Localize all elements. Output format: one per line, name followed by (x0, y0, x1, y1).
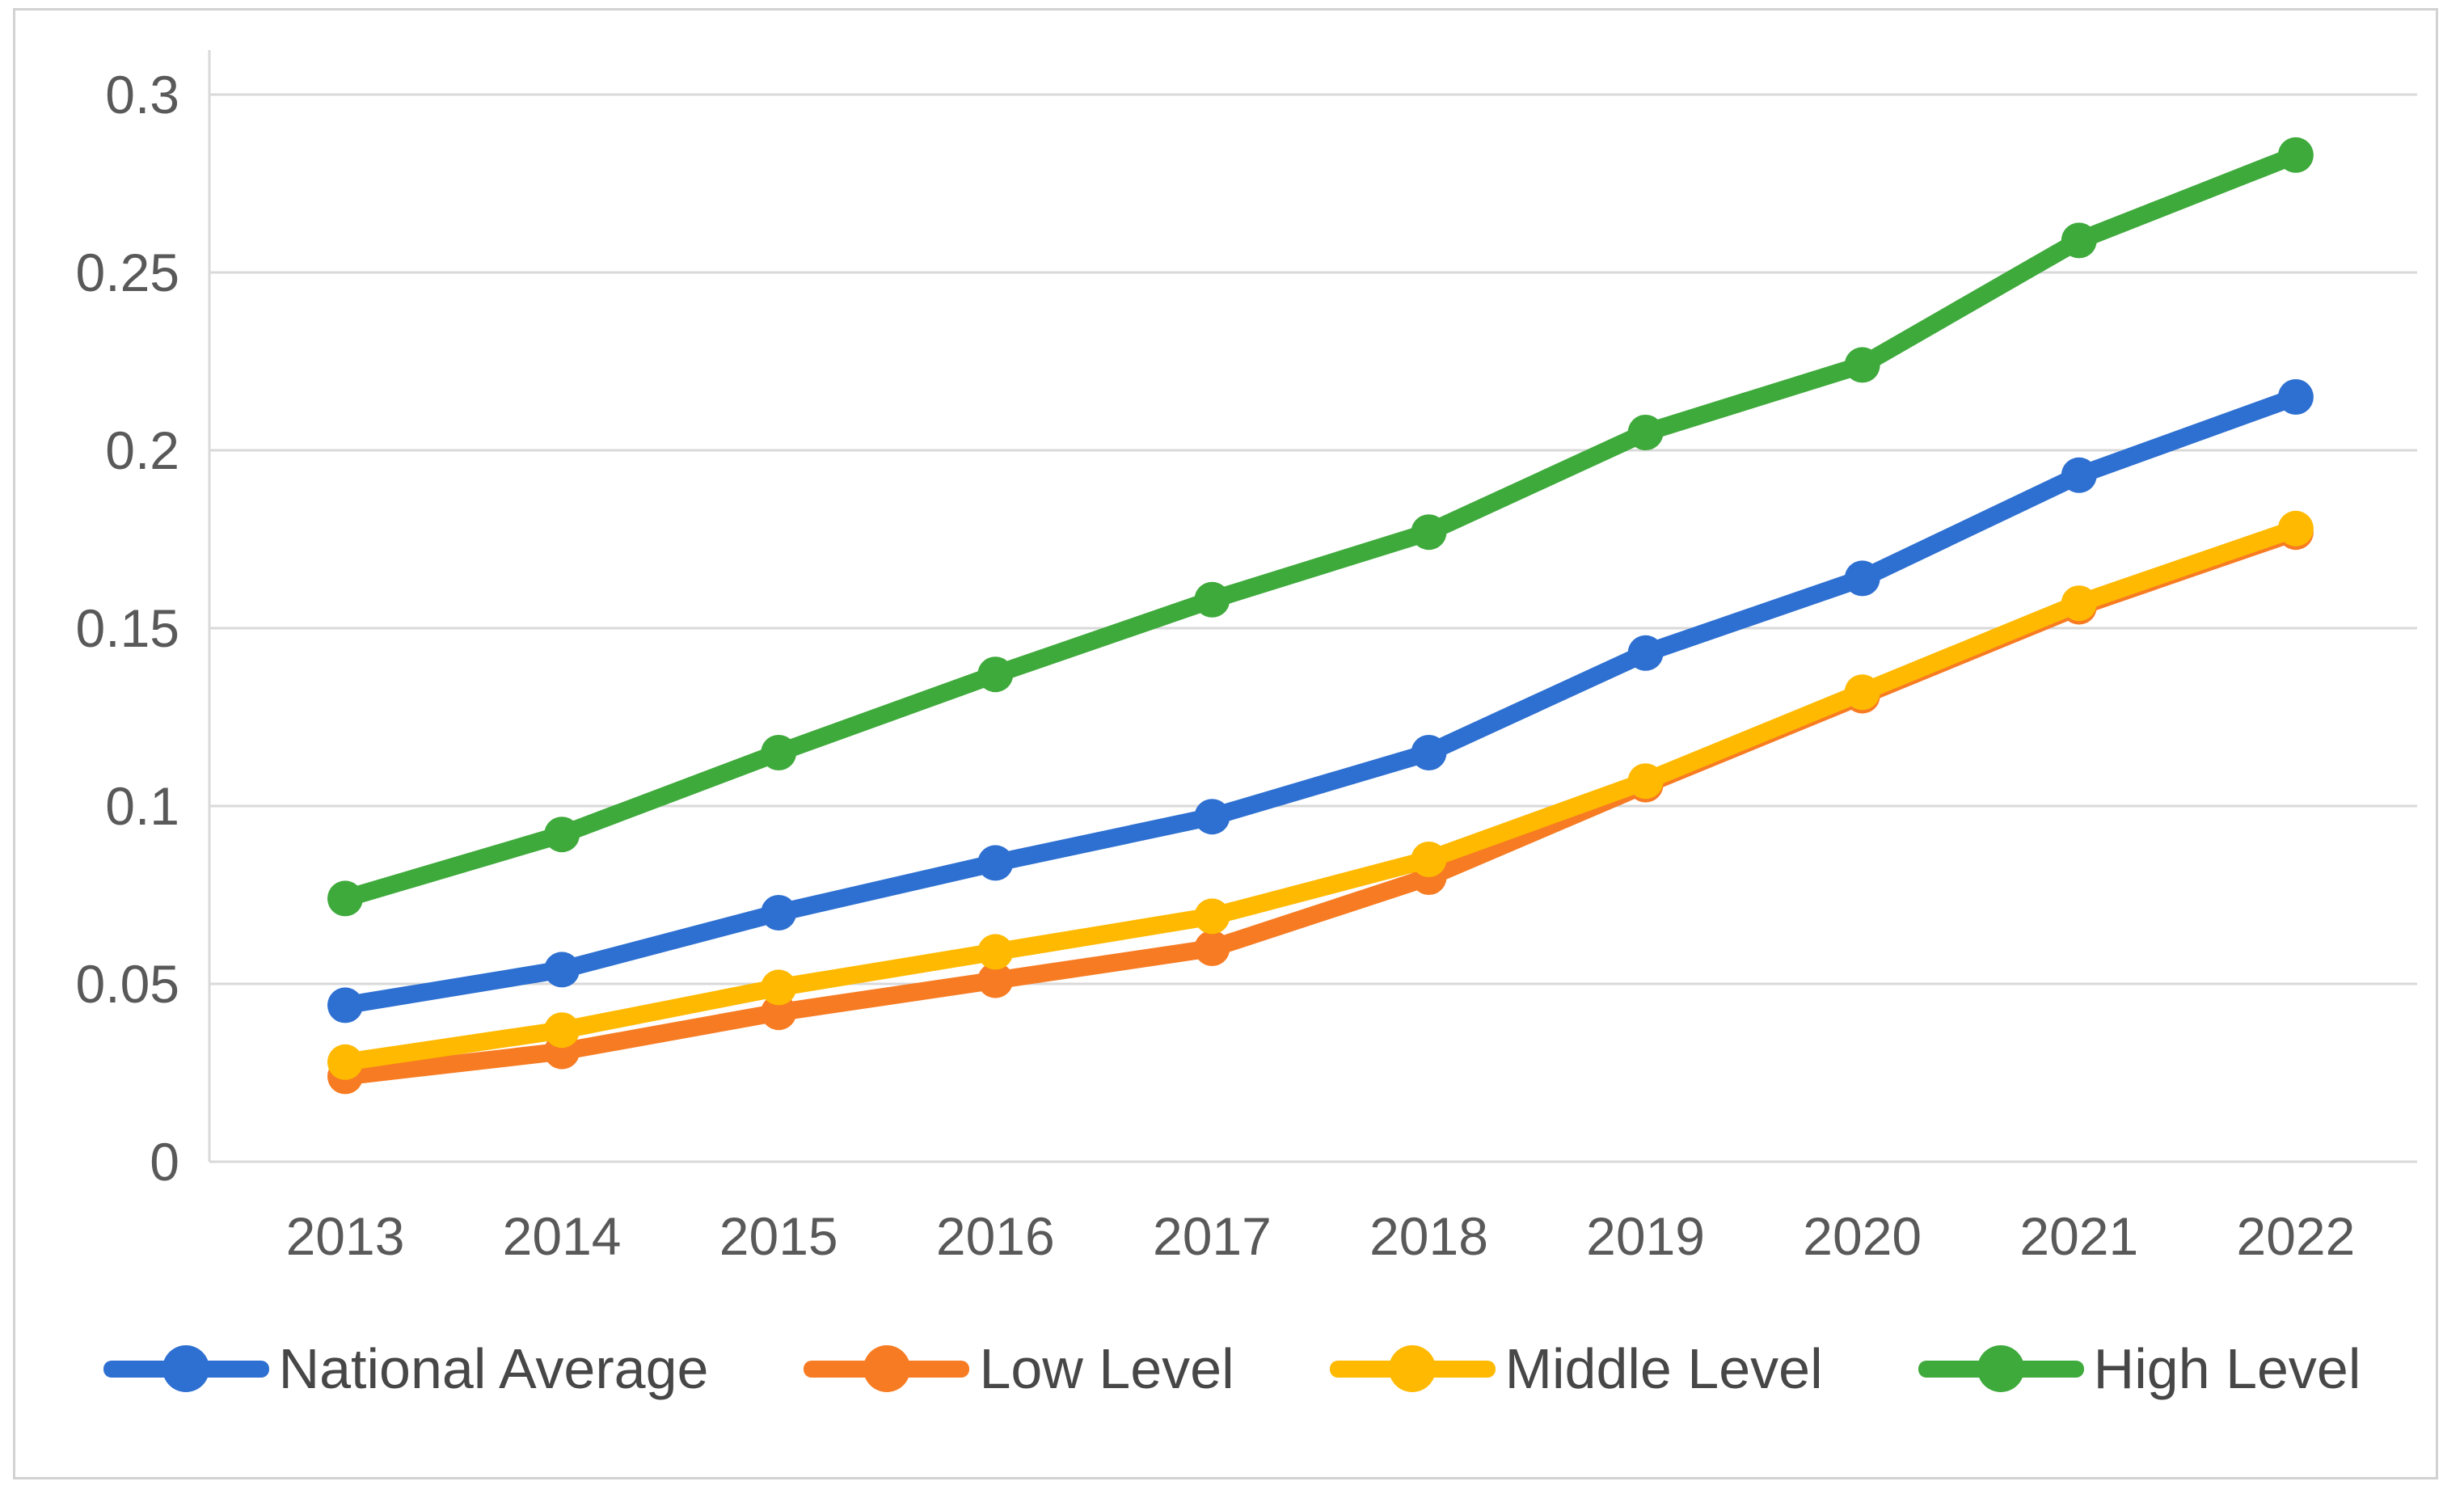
legend-line-marker-icon (103, 1345, 269, 1392)
y-tick-label: 0.3 (105, 65, 179, 124)
y-tick-label: 0.25 (76, 243, 179, 302)
data-point-marker-national-average (977, 845, 1014, 881)
y-tick-label: 0.2 (105, 420, 179, 480)
x-tick-label: 2016 (936, 1206, 1055, 1266)
x-tick-label: 2021 (2019, 1206, 2138, 1266)
x-tick-label: 2013 (286, 1206, 405, 1266)
data-point-marker-national-average (327, 987, 363, 1023)
legend-label: Middle Level (1504, 1337, 1823, 1400)
data-point-marker-low-level (977, 962, 1014, 998)
legend-circle-marker-icon (1389, 1345, 1437, 1392)
legend-label: High Level (2093, 1337, 2361, 1400)
x-tick-label: 2015 (719, 1206, 838, 1266)
legend-line-marker-icon (1329, 1345, 1496, 1392)
y-tick-label: 0.05 (76, 954, 179, 1014)
data-point-marker-national-average (761, 895, 797, 931)
x-tick-label: 2019 (1586, 1206, 1705, 1266)
legend-item-low-level: Low Level (804, 1340, 1234, 1397)
data-point-marker-national-average (544, 952, 580, 988)
data-point-marker-national-average (1411, 735, 1447, 770)
data-point-marker-middle-level (544, 1012, 580, 1049)
chart-frame-border (13, 8, 2438, 1479)
x-tick-label: 2020 (1803, 1206, 1922, 1266)
legend-item-high-level: High Level (1918, 1340, 2361, 1397)
legend-circle-marker-icon (162, 1345, 210, 1392)
legend-item-middle-level: Middle Level (1329, 1337, 1823, 1400)
data-point-marker-national-average (2277, 379, 2314, 415)
data-point-marker-high-level (1627, 415, 1664, 450)
data-point-marker-low-level (1194, 931, 1230, 966)
data-point-marker-national-average (1844, 560, 1880, 597)
x-axis-labels: 2013 2014 2015 2016 2017 2018 2019 2020 2021 2022 (286, 1206, 2356, 1266)
legend-label: Low Level (979, 1337, 1234, 1400)
legend-line-marker-icon (804, 1345, 970, 1392)
series-lines (327, 137, 2314, 1095)
data-point-marker-high-level (2061, 222, 2097, 259)
y-axis-labels: 0 0.05 0.1 0.15 0.2 0.25 0.3 (76, 65, 179, 1192)
legend-label: National Average (278, 1337, 709, 1400)
legend-circle-marker-icon (1977, 1345, 2025, 1392)
y-tick-label: 0 (150, 1132, 179, 1192)
data-point-marker-middle-level (2277, 510, 2314, 547)
data-point-marker-national-average (1627, 635, 1664, 671)
data-point-marker-middle-level (977, 934, 1014, 970)
x-tick-label: 2022 (2236, 1206, 2355, 1266)
data-point-marker-middle-level (1194, 898, 1230, 935)
data-point-marker-middle-level (1627, 763, 1664, 800)
data-point-marker-middle-level (1844, 674, 1880, 711)
data-point-marker-middle-level (2061, 585, 2097, 622)
x-tick-label: 2017 (1153, 1206, 1272, 1266)
gridlines (209, 93, 2417, 1163)
series-line-middle-level (336, 519, 2305, 1071)
data-point-marker-high-level (327, 880, 363, 917)
data-point-marker-middle-level (327, 1044, 363, 1080)
data-point-marker-high-level (2277, 137, 2314, 173)
data-point-marker-national-average (1194, 799, 1230, 835)
series-line-high-level (336, 146, 2305, 908)
data-point-marker-high-level (1411, 514, 1447, 551)
y-tick-label: 0.1 (105, 776, 179, 836)
y-tick-label: 0.15 (76, 598, 179, 658)
x-tick-label: 2014 (503, 1206, 622, 1266)
legend: National Average Low Level Middle Level … (0, 1316, 2464, 1421)
data-point-marker-middle-level (761, 969, 797, 1006)
data-point-marker-high-level (544, 817, 580, 853)
data-point-marker-high-level (761, 735, 797, 770)
legend-circle-marker-icon (863, 1345, 910, 1392)
data-point-marker-high-level (1844, 347, 1880, 383)
data-point-marker-high-level (977, 656, 1014, 693)
x-tick-label: 2018 (1369, 1206, 1488, 1266)
legend-line-marker-icon (1918, 1345, 2084, 1392)
data-point-marker-high-level (1194, 581, 1230, 618)
data-point-marker-low-level (761, 994, 797, 1031)
series-line-national-average (336, 388, 2305, 1015)
data-point-marker-middle-level (1411, 842, 1447, 877)
legend-item-national-average: National Average (103, 1337, 709, 1400)
data-point-marker-national-average (2061, 457, 2097, 493)
